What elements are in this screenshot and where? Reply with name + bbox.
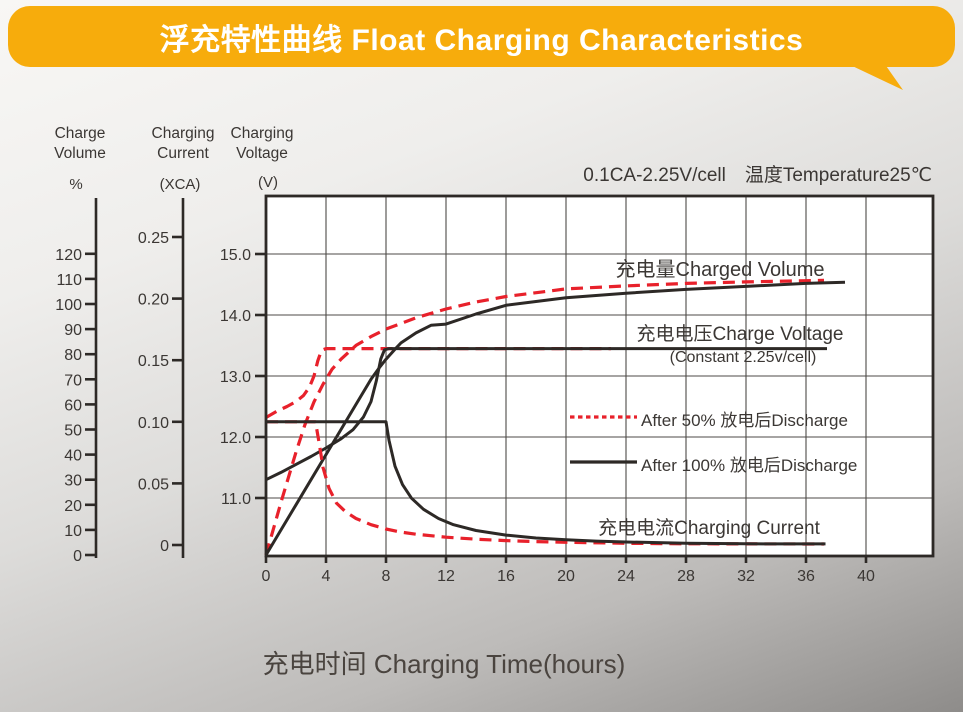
legend-after-50-discharge: After 50% 放电后Discharge bbox=[641, 411, 848, 430]
voltage-tick-label: 11.0 bbox=[221, 491, 251, 508]
volume-tick-label: 50 bbox=[64, 423, 82, 440]
current-tick-label: 0.05 bbox=[138, 476, 169, 493]
x-tick-label: 24 bbox=[617, 568, 635, 585]
voltage-tick-label: 13.0 bbox=[220, 369, 251, 386]
series-charged_volume_after_50pct_discharge bbox=[264, 278, 825, 556]
current-tick-label: 0.10 bbox=[138, 415, 169, 432]
x-tick-label: 32 bbox=[737, 568, 755, 585]
current-tick-label: 0.25 bbox=[138, 230, 169, 247]
volume-axis-unit: % bbox=[69, 176, 83, 193]
volume-axis-title: Charge Volume bbox=[54, 125, 106, 162]
volume-tick-label: 10 bbox=[64, 523, 82, 540]
charged-volume-label: 充电量Charged Volume bbox=[615, 259, 825, 281]
x-tick-label: 16 bbox=[497, 568, 515, 585]
x-tick-label: 36 bbox=[797, 568, 815, 585]
x-tick-label: 8 bbox=[382, 568, 391, 585]
volume-tick-label: 120 bbox=[55, 247, 82, 264]
plot-border bbox=[264, 194, 935, 558]
voltage-axis-title: Charging Voltage bbox=[230, 125, 294, 162]
voltage-tick-label: 12.0 bbox=[220, 430, 251, 447]
x-axis-title: 充电时间 Charging Time(hours) bbox=[262, 649, 626, 679]
current-tick-label: 0.15 bbox=[138, 353, 169, 370]
charging-current-label: 充电电流Charging Current bbox=[598, 518, 820, 539]
volume-tick-label: 80 bbox=[64, 347, 82, 364]
volume-tick-label: 90 bbox=[64, 322, 82, 339]
series-charging_current_after_50pct_discharge bbox=[266, 420, 825, 546]
charge-voltage-label: 充电电压Charge Voltage bbox=[636, 324, 844, 345]
volume-tick-label: 70 bbox=[64, 372, 82, 389]
test-condition-note: 0.1CA-2.25V/cell 温度Temperature25℃ bbox=[583, 165, 932, 186]
volume-tick-label: 30 bbox=[64, 473, 82, 490]
voltage-axis-unit: (V) bbox=[258, 174, 278, 191]
page-title: 浮充特性曲线 Float Charging Characteristics bbox=[159, 23, 804, 57]
series-charged_volume_after_100pct_discharge bbox=[264, 280, 846, 556]
volume-tick-label: 100 bbox=[55, 297, 82, 314]
x-tick-label: 12 bbox=[437, 568, 455, 585]
banner-tail bbox=[846, 63, 903, 90]
current-axis-unit: (XCA) bbox=[159, 176, 201, 193]
legend-after-100-discharge: After 100% 放电后Discharge bbox=[641, 456, 858, 475]
x-tick-label: 28 bbox=[677, 568, 695, 585]
volume-tick-label: 40 bbox=[64, 448, 82, 465]
volume-tick-label: 60 bbox=[64, 397, 82, 414]
x-tick-label: 40 bbox=[857, 568, 875, 585]
x-tick-label: 0 bbox=[262, 568, 271, 585]
current-tick-label: 0 bbox=[160, 538, 169, 555]
volume-tick-label: 0 bbox=[73, 548, 82, 565]
current-tick-label: 0.20 bbox=[138, 292, 169, 309]
series-charge_voltage_after_50pct_discharge bbox=[265, 347, 611, 419]
series-charging_current_after_100pct_discharge bbox=[266, 420, 826, 546]
volume-tick-label: 20 bbox=[64, 498, 82, 515]
charge-voltage-sublabel: (Constant 2.25v/cell) bbox=[669, 349, 817, 366]
voltage-tick-label: 15.0 bbox=[220, 247, 251, 264]
x-tick-label: 4 bbox=[322, 568, 331, 585]
x-tick-label: 20 bbox=[557, 568, 575, 585]
current-axis-title: Charging Current bbox=[151, 125, 215, 162]
voltage-tick-label: 14.0 bbox=[220, 308, 251, 325]
volume-tick-label: 110 bbox=[56, 272, 82, 289]
title-banner: 浮充特性曲线 Float Charging Characteristics bbox=[8, 6, 955, 67]
